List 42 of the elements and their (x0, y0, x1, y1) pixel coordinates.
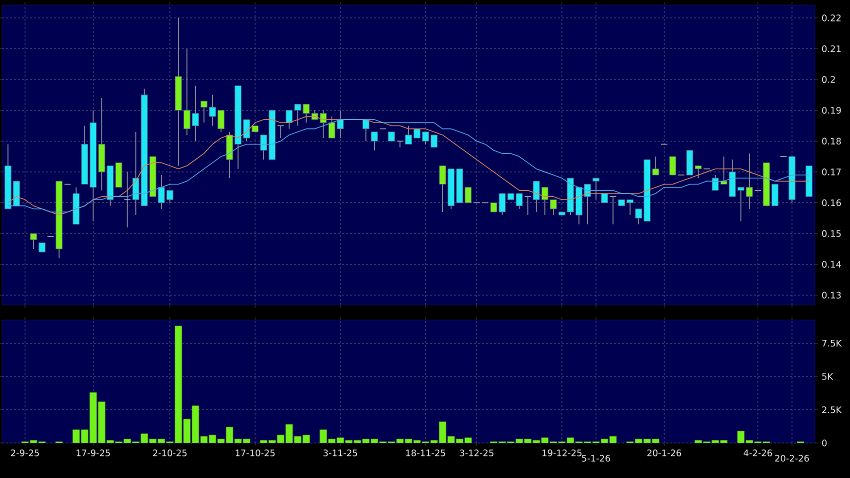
y-tick-label: 0.14 (822, 260, 841, 268)
candlestick (592, 178, 600, 200)
candlestick (200, 100, 208, 124)
y-tick-label: 0.21 (822, 45, 841, 52)
x-tick-label: 5-1-26 (582, 454, 610, 462)
candlestick (388, 132, 395, 142)
y-tick-label: 0.13 (822, 292, 841, 299)
y-tick-label: 5K (822, 373, 834, 380)
candlestick (371, 132, 378, 151)
y-tick-label: 0.17 (822, 168, 841, 176)
candlestick (396, 140, 404, 148)
x-tick-label: 2-9-25 (11, 450, 39, 456)
x-tick-label: 17-10-25 (236, 450, 275, 456)
y-tick-label: 0.15 (822, 230, 841, 237)
y-tick-label: 0.16 (822, 199, 841, 206)
candlestick (524, 196, 532, 216)
y-tick-label: 0.22 (822, 14, 841, 22)
y-tick-label: 0.18 (822, 138, 841, 145)
x-tick-label: 20-2-26 (775, 454, 809, 462)
candlestick (30, 233, 37, 250)
x-tick-label: 20-1-26 (647, 450, 682, 456)
candlestick (609, 196, 617, 225)
x-tick-label: 19-12-25 (542, 450, 582, 456)
candlestick (669, 156, 676, 176)
y-tick-label: 7.5K (822, 340, 842, 347)
x-tick-label: 17-9-25 (76, 450, 110, 456)
candlestick (38, 242, 46, 252)
candlestick (516, 193, 523, 210)
candlestick (498, 193, 506, 216)
y-tick-label: 0.2 (822, 76, 835, 83)
x-tick-label: 18-11-25 (406, 450, 446, 456)
candlestick (302, 104, 310, 124)
y-tick-label: 0 (822, 440, 827, 446)
x-tick-label: 3-11-25 (324, 450, 358, 456)
y-tick-label: 0.19 (822, 106, 841, 114)
x-tick-label: 4-2-26 (744, 450, 772, 456)
candlestick (694, 165, 702, 178)
x-tick-label: 2-10-25 (153, 450, 187, 456)
candlestick (362, 119, 370, 142)
x-tick-label: 3-12-25 (460, 450, 494, 456)
candlestick (490, 202, 498, 212)
y-tick-label: 2.5K (822, 406, 842, 414)
